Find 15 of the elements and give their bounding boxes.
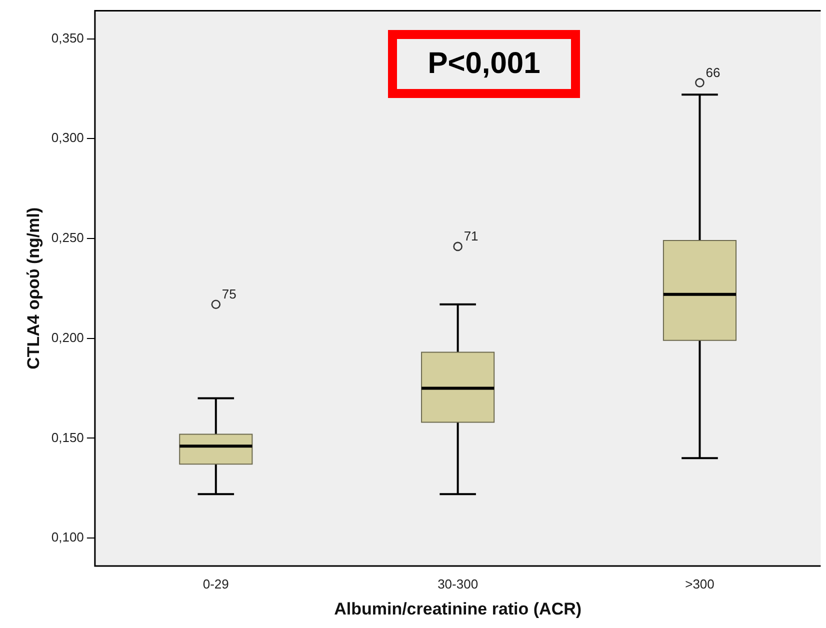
annotation: 75 <box>222 286 236 302</box>
annotation: 71 <box>464 228 478 244</box>
y-axis-title: CTLA4 ορού (ng/ml) <box>24 207 43 370</box>
y-tick-label: 0,250 <box>51 230 84 246</box>
annotation: 66 <box>706 64 720 80</box>
y-tick-label: 0,300 <box>51 130 84 146</box>
x-tick-label: 30-300 <box>438 576 478 592</box>
annotation: P<0,001 <box>388 30 580 98</box>
y-tick-label: 0,200 <box>51 330 84 345</box>
x-axis-title: Albumin/creatinine ratio (ACR) <box>334 599 582 618</box>
y-tick-label: 0,350 <box>51 30 84 46</box>
y-tick-label: 0,150 <box>51 430 84 445</box>
x-tick-label: 0-29 <box>202 576 229 592</box>
y-tick-label: 0,100 <box>51 530 84 545</box>
x-tick-label: >300 <box>685 576 714 592</box>
